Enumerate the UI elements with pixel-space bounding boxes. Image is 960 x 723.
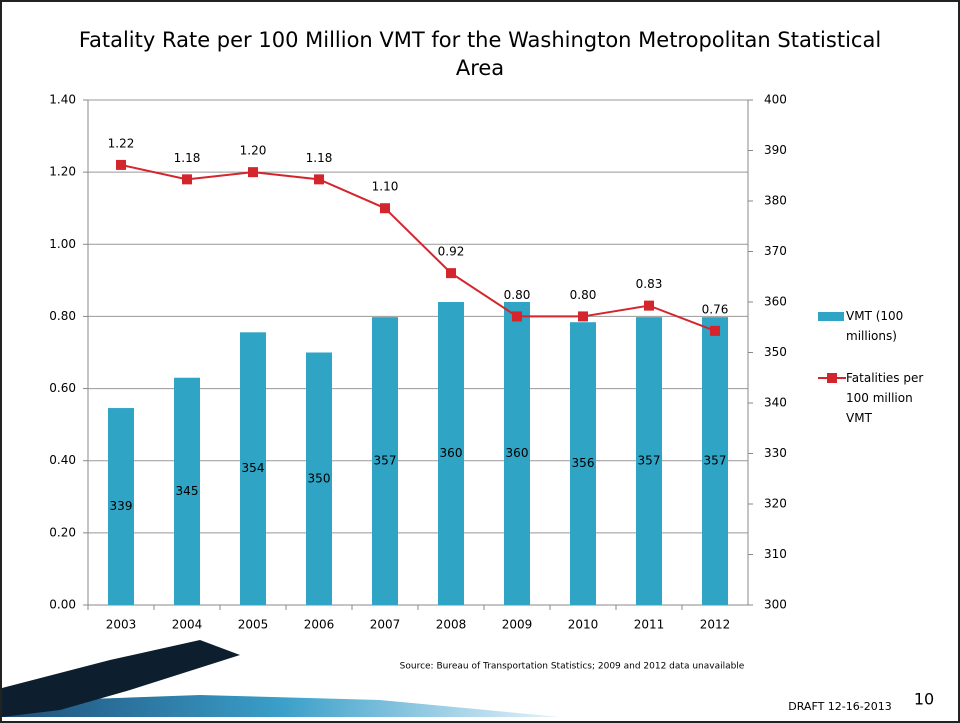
y-tick-label: 1.40: [49, 93, 76, 107]
x-tick-label: 2011: [634, 618, 665, 632]
bar: [240, 332, 266, 605]
data-label: 1.10: [372, 180, 399, 194]
marker: [182, 174, 192, 185]
data-label: 354: [242, 461, 265, 475]
marker: [314, 174, 324, 185]
data-label: 360: [440, 446, 463, 460]
decoration: [2, 695, 560, 717]
marker: [710, 325, 720, 336]
data-label: 0.76: [702, 302, 729, 316]
y-tick-label: 0.40: [49, 453, 76, 467]
marker: [446, 268, 456, 279]
x-tick-label: 2010: [568, 618, 599, 632]
marker: [644, 300, 654, 311]
y2-tick-label: 320: [764, 497, 787, 511]
data-label: 0.92: [438, 245, 465, 259]
legend-swatch: [818, 312, 844, 321]
y-tick-label: 1.00: [49, 237, 76, 251]
data-label: 0.80: [570, 288, 597, 302]
bar: [570, 322, 596, 605]
x-tick-label: 2012: [700, 618, 731, 632]
bar: [636, 317, 662, 605]
x-tick-label: 2008: [436, 618, 467, 632]
data-label: 360: [506, 446, 529, 460]
marker: [116, 159, 126, 170]
x-tick-label: 2006: [304, 618, 335, 632]
y2-tick-label: 300: [764, 598, 787, 612]
page-number: 10: [914, 690, 934, 709]
data-label: 1.20: [240, 144, 267, 158]
x-tick-label: 2009: [502, 618, 533, 632]
y2-tick-label: 370: [764, 244, 787, 258]
data-label: 356: [572, 456, 595, 470]
y2-tick-label: 330: [764, 446, 787, 460]
data-label: 1.18: [306, 151, 333, 165]
x-tick-label: 2004: [172, 618, 203, 632]
y-tick-label: 0.00: [49, 598, 76, 612]
bar: [174, 377, 200, 605]
line: [120, 163, 716, 332]
legend-label: VMT (100 millions): [846, 309, 904, 343]
data-label: 345: [176, 484, 199, 498]
y2-tick-label: 400: [764, 93, 787, 107]
data-label: 0.83: [636, 277, 663, 291]
x-tick-label: 2007: [370, 618, 401, 632]
bar: [108, 408, 134, 605]
chart-title: Fatality Rate per 100 Million VMT for th…: [78, 28, 882, 80]
bar: [372, 317, 398, 605]
data-label: 357: [374, 454, 397, 468]
y-tick-label: 0.60: [49, 381, 76, 395]
bar: [504, 302, 530, 605]
source: Source: Bureau of Transportation Statist…: [400, 662, 745, 672]
data-label: 1.22: [108, 136, 135, 150]
data-label: 350: [308, 471, 331, 485]
marker: [380, 203, 390, 214]
y2-tick-label: 340: [764, 396, 787, 410]
marker: [512, 311, 522, 322]
bar: [438, 302, 464, 605]
marker: [578, 311, 588, 322]
bar: [306, 352, 332, 605]
y2-tick-label: 390: [764, 143, 787, 157]
decoration: [2, 640, 240, 717]
x-tick-label: 2005: [238, 618, 269, 632]
marker: [248, 167, 258, 178]
y-tick-label: 0.80: [49, 309, 76, 323]
y2-tick-label: 360: [764, 295, 787, 309]
bar: [702, 317, 728, 605]
data-label: 339: [110, 499, 133, 513]
x-tick-label: 2003: [106, 618, 137, 632]
y2-tick-label: 380: [764, 194, 787, 208]
data-label: 0.80: [504, 288, 531, 302]
y-tick-label: 1.20: [49, 165, 76, 179]
data-label: 357: [704, 454, 727, 468]
y-tick-label: 0.20: [49, 525, 76, 539]
data-label: 357: [638, 454, 661, 468]
footer: DRAFT 12-16-2013: [788, 700, 891, 713]
y2-tick-label: 310: [764, 547, 787, 561]
legend-label: Fatalities per 100 million VMT: [846, 371, 924, 425]
data-label: 1.18: [174, 151, 201, 165]
legend-marker: [827, 373, 837, 383]
y2-tick-label: 350: [764, 345, 787, 359]
